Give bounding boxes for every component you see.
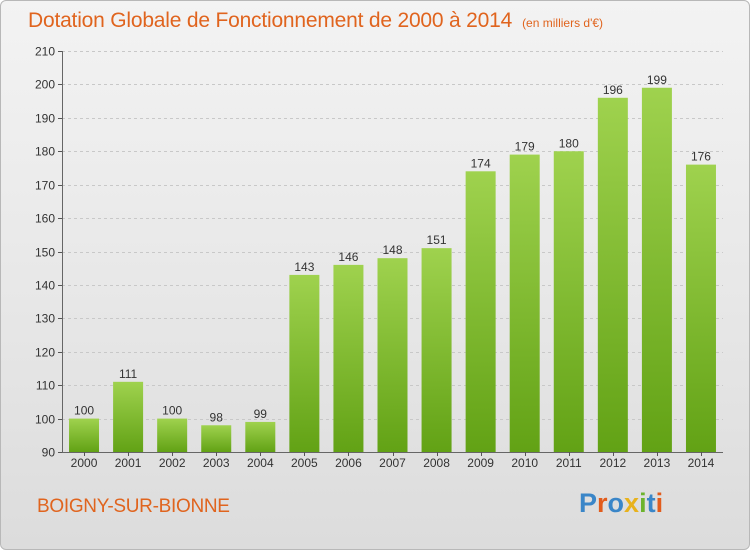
data-label: 98 bbox=[210, 410, 224, 424]
x-tick-label: 2007 bbox=[379, 456, 406, 470]
chart-title: Dotation Globale de Fonctionnement de 20… bbox=[28, 9, 513, 32]
axes: 90 100 110 120 130 140 150 160 170 180 190 200 210 20… bbox=[35, 45, 723, 470]
x-tick-label: 2008 bbox=[423, 456, 450, 470]
data-label: 151 bbox=[427, 233, 447, 247]
x-tick-label: 2002 bbox=[159, 456, 186, 470]
y-tick-label: 120 bbox=[35, 346, 55, 360]
bar-2001 bbox=[113, 381, 144, 452]
data-label: 179 bbox=[515, 140, 535, 154]
logo-letter: t bbox=[646, 488, 656, 518]
data-label: 199 bbox=[647, 73, 667, 87]
bar-2002 bbox=[157, 418, 188, 452]
x-tick-label: 2003 bbox=[203, 456, 230, 470]
data-label: 143 bbox=[294, 260, 314, 274]
chart-unit: (en milliers d'€) bbox=[522, 16, 604, 30]
data-labels: 100 111 100 98 99 143 146 148 151 174 179 180 196 199… bbox=[74, 73, 711, 425]
data-label: 146 bbox=[338, 250, 358, 264]
bar-2007 bbox=[377, 258, 408, 452]
bar-2004 bbox=[245, 421, 276, 452]
y-tick-label: 100 bbox=[35, 413, 55, 427]
y-tick-label: 150 bbox=[35, 246, 55, 260]
data-label: 100 bbox=[162, 404, 182, 418]
logo-letter: P bbox=[579, 488, 598, 518]
bars bbox=[69, 87, 716, 453]
bar-2008 bbox=[421, 248, 452, 452]
bar-2012 bbox=[597, 97, 628, 453]
y-tick-label: 130 bbox=[35, 312, 55, 326]
logo-letter: r bbox=[597, 488, 608, 518]
y-tick-label: 90 bbox=[42, 446, 56, 460]
x-tick-label: 2001 bbox=[115, 456, 142, 470]
y-tick-label: 200 bbox=[35, 78, 55, 92]
y-tick-label: 190 bbox=[35, 112, 55, 126]
x-tick-label: 2010 bbox=[511, 456, 538, 470]
proxiti-logo[interactable]: Proxiti bbox=[579, 488, 663, 519]
x-tick-label: 2011 bbox=[556, 456, 582, 470]
x-tick-label: 2000 bbox=[71, 456, 98, 470]
y-tick-label: 170 bbox=[35, 179, 55, 193]
bar-2014 bbox=[685, 164, 716, 452]
bar-2010 bbox=[509, 154, 540, 452]
bar-2003 bbox=[201, 425, 232, 452]
data-label: 174 bbox=[471, 156, 491, 170]
commune-name: BOIGNY-SUR-BIONNE bbox=[37, 496, 230, 517]
data-label: 148 bbox=[382, 243, 402, 257]
bar-2013 bbox=[641, 87, 672, 452]
y-tick-label: 210 bbox=[35, 45, 55, 59]
data-label: 180 bbox=[559, 136, 579, 150]
data-label: 99 bbox=[254, 407, 268, 421]
logo-letter: o bbox=[607, 488, 625, 518]
data-label: 100 bbox=[74, 404, 94, 418]
x-tick-label: 2005 bbox=[291, 456, 318, 470]
x-tick-label: 2013 bbox=[644, 456, 671, 470]
bar-2000 bbox=[69, 418, 100, 452]
logo-letter: i bbox=[655, 488, 664, 518]
logo-letter: i bbox=[639, 488, 647, 518]
y-tick-label: 140 bbox=[35, 279, 55, 293]
data-label: 176 bbox=[691, 150, 711, 164]
data-label: 196 bbox=[603, 83, 623, 97]
x-tick-label: 2012 bbox=[599, 456, 626, 470]
y-tick-label: 180 bbox=[35, 145, 55, 159]
y-tick-label: 160 bbox=[35, 212, 55, 226]
data-label: 111 bbox=[119, 367, 138, 381]
x-tick-label: 2004 bbox=[247, 456, 274, 470]
bar-2009 bbox=[465, 171, 496, 453]
x-tick-label: 2014 bbox=[688, 456, 715, 470]
bar-2006 bbox=[333, 264, 364, 452]
title-row: Dotation Globale de Fonctionnement de 20… bbox=[28, 9, 603, 33]
logo-letter: x bbox=[624, 488, 640, 518]
bar-2011 bbox=[553, 151, 584, 452]
x-tick-label: 2009 bbox=[467, 456, 494, 470]
x-tick-label: 2006 bbox=[335, 456, 362, 470]
bar-2005 bbox=[289, 274, 320, 452]
y-tick-label: 110 bbox=[36, 379, 55, 393]
